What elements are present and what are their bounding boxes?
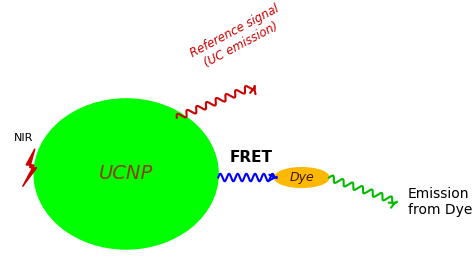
Text: FRET: FRET [229,150,272,165]
Ellipse shape [34,99,218,249]
Ellipse shape [274,168,329,187]
Text: NIR: NIR [14,133,33,143]
Text: Reference signal
(UC emission): Reference signal (UC emission) [188,2,288,73]
Text: Emission
from Dye: Emission from Dye [408,187,472,217]
Text: UCNP: UCNP [99,164,153,183]
Text: Dye: Dye [290,171,314,184]
Polygon shape [23,149,36,187]
